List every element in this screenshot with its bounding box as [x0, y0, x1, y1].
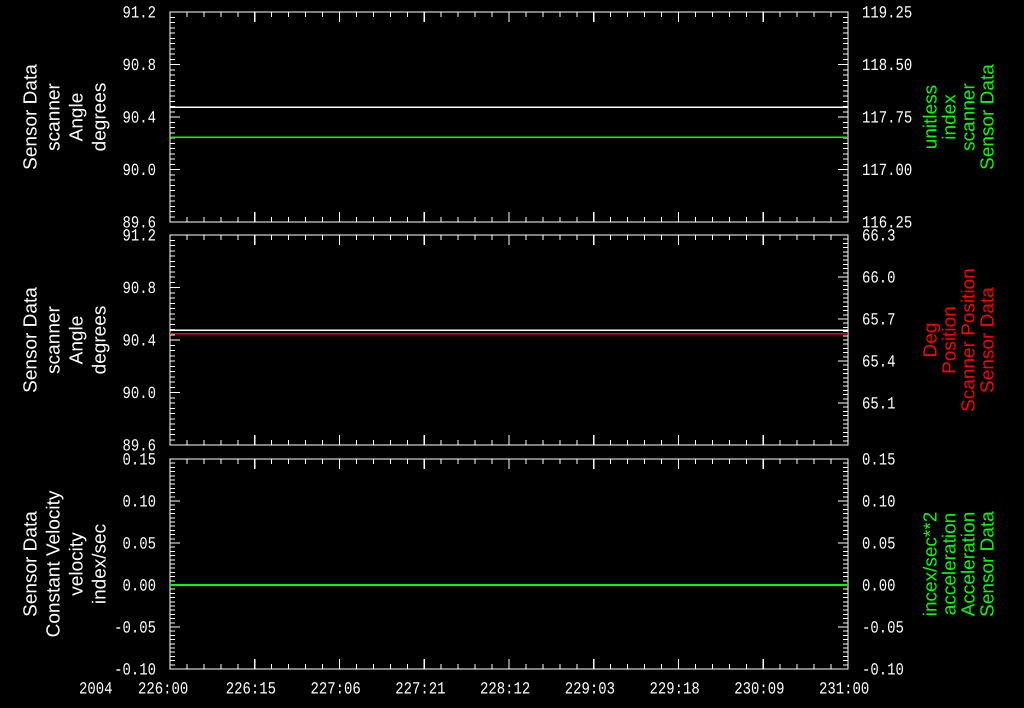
svg-text:degrees: degrees — [90, 83, 111, 152]
svg-text:Constant Velocity: Constant Velocity — [44, 490, 65, 637]
svg-text:227:06: 227:06 — [311, 680, 361, 699]
svg-text:Sensor Data: Sensor Data — [21, 287, 42, 393]
svg-text:Sensor Data: Sensor Data — [978, 511, 999, 617]
svg-text:0.05: 0.05 — [123, 535, 156, 554]
svg-text:119.25: 119.25 — [862, 4, 912, 23]
svg-text:0.10: 0.10 — [862, 493, 895, 512]
svg-text:229:03: 229:03 — [565, 680, 615, 699]
svg-text:index/sec: index/sec — [90, 524, 111, 604]
svg-text:Angle: Angle — [67, 93, 88, 142]
svg-text:91.2: 91.2 — [123, 4, 156, 23]
svg-text:0.15: 0.15 — [862, 451, 895, 470]
svg-text:-0.10: -0.10 — [114, 661, 156, 680]
svg-text:index: index — [940, 94, 961, 140]
svg-text:Deg: Deg — [921, 323, 942, 358]
svg-text:90.4: 90.4 — [123, 332, 156, 351]
svg-text:-0.05: -0.05 — [862, 619, 904, 638]
svg-text:unitless: unitless — [921, 85, 942, 149]
svg-text:0.15: 0.15 — [123, 451, 156, 470]
svg-text:91.2: 91.2 — [123, 227, 156, 246]
svg-text:Scanner Position: Scanner Position — [959, 268, 980, 412]
svg-text:90.0: 90.0 — [123, 385, 156, 404]
svg-text:0.05: 0.05 — [862, 535, 895, 554]
svg-text:90.8: 90.8 — [123, 280, 156, 299]
svg-text:228:12: 228:12 — [480, 680, 530, 699]
svg-text:65.4: 65.4 — [862, 353, 895, 372]
svg-text:Sensor Data: Sensor Data — [978, 64, 999, 170]
svg-text:118.50: 118.50 — [862, 57, 912, 76]
svg-text:Position: Position — [940, 306, 961, 374]
svg-text:2004: 2004 — [79, 680, 112, 699]
svg-text:-0.05: -0.05 — [114, 619, 156, 638]
svg-text:65.7: 65.7 — [862, 311, 895, 330]
svg-text:0.00: 0.00 — [123, 577, 156, 596]
svg-text:Sensor Data: Sensor Data — [21, 64, 42, 170]
svg-text:scanner: scanner — [959, 83, 980, 151]
svg-text:Sensor Data: Sensor Data — [978, 287, 999, 393]
svg-text:66.0: 66.0 — [862, 269, 895, 288]
svg-text:scanner: scanner — [44, 306, 65, 374]
svg-text:230:09: 230:09 — [734, 680, 784, 699]
svg-text:226:15: 226:15 — [226, 680, 276, 699]
svg-text:scanner: scanner — [44, 83, 65, 151]
svg-text:incex/sec**2: incex/sec**2 — [921, 512, 942, 617]
svg-text:acceleration: acceleration — [940, 513, 961, 615]
svg-text:227:21: 227:21 — [395, 680, 445, 699]
svg-text:Acceleration: Acceleration — [959, 512, 980, 617]
svg-text:90.4: 90.4 — [123, 109, 156, 128]
svg-text:226:00: 226:00 — [138, 680, 188, 699]
svg-text:0.00: 0.00 — [862, 577, 895, 596]
svg-text:Angle: Angle — [67, 316, 88, 365]
svg-text:231:00: 231:00 — [819, 680, 869, 699]
svg-text:-0.10: -0.10 — [862, 661, 904, 680]
svg-text:Sensor Data: Sensor Data — [21, 511, 42, 617]
svg-text:65.1: 65.1 — [862, 395, 895, 414]
svg-text:66.3: 66.3 — [862, 227, 895, 246]
svg-text:degrees: degrees — [90, 306, 111, 375]
svg-text:90.0: 90.0 — [123, 162, 156, 181]
svg-text:90.8: 90.8 — [123, 57, 156, 76]
svg-text:velocity: velocity — [67, 532, 88, 596]
svg-text:0.10: 0.10 — [123, 493, 156, 512]
svg-text:117.75: 117.75 — [862, 109, 912, 128]
svg-text:229:18: 229:18 — [650, 680, 700, 699]
svg-text:117.00: 117.00 — [862, 162, 912, 181]
